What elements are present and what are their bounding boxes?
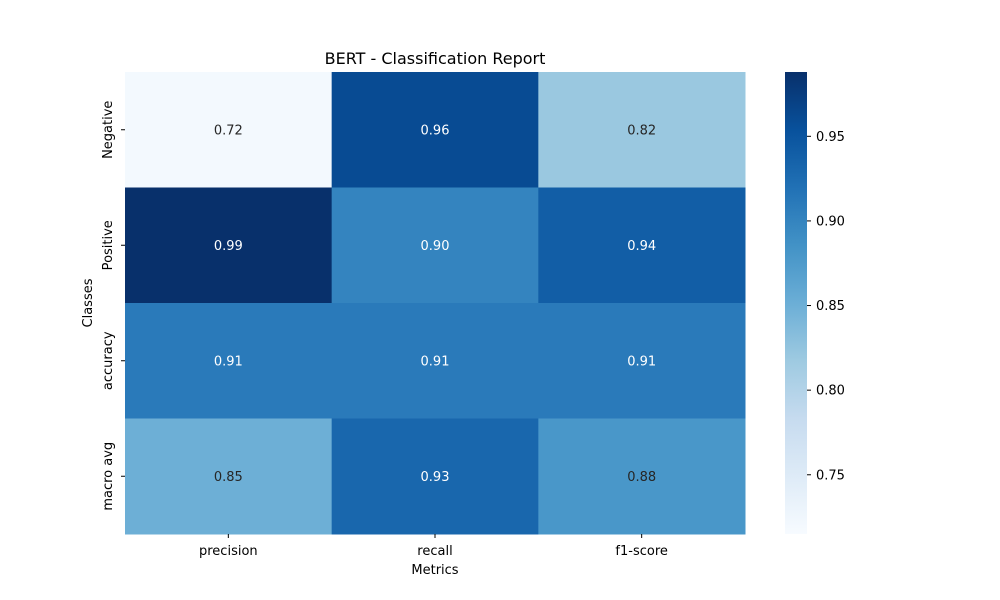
cell-value-label: 0.90 xyxy=(421,239,450,254)
x-tick-label: recall xyxy=(417,544,452,559)
heatmap-cell xyxy=(538,72,746,188)
colorbar-tick-label: 0.85 xyxy=(816,299,845,314)
y-tick-label: macro avg xyxy=(101,442,116,511)
heatmap-cell xyxy=(331,418,539,535)
colorbar-tick-label: 0.80 xyxy=(816,384,845,399)
cell-value-label: 0.94 xyxy=(627,239,656,254)
cell-value-label: 0.88 xyxy=(627,470,656,485)
colorbar-tick-label: 0.95 xyxy=(816,130,845,145)
heatmap-cell xyxy=(538,303,746,419)
heatmap-cell xyxy=(125,72,333,188)
x-axis-label: Metrics xyxy=(411,563,458,578)
cell-value-label: 0.91 xyxy=(421,354,450,369)
colorbar-tick-label: 0.75 xyxy=(816,468,845,483)
heatmap-cell xyxy=(331,303,539,419)
y-axis-ticks: Negative Positive accuracy macro avg xyxy=(101,101,125,511)
heatmap-cell-labels: 0.72 0.96 0.82 0.99 0.90 0.94 0.91 0.91 0.91 0.85… xyxy=(214,123,656,485)
y-axis-label: Classes xyxy=(81,278,96,327)
cell-value-label: 0.96 xyxy=(421,123,450,138)
x-axis-ticks: precision recall f1-score xyxy=(199,534,668,559)
heatmap-cell xyxy=(538,418,746,535)
heatmap-cell xyxy=(125,418,333,535)
x-tick-label: f1-score xyxy=(615,544,667,559)
cell-value-label: 0.99 xyxy=(214,239,243,254)
y-tick-label: Negative xyxy=(101,101,116,159)
y-tick-label: accuracy xyxy=(101,331,116,390)
heatmap-cells xyxy=(125,72,746,535)
cell-value-label: 0.85 xyxy=(214,470,243,485)
heatmap-cell xyxy=(538,187,746,304)
heatmap-cell xyxy=(331,72,539,188)
cell-value-label: 0.72 xyxy=(214,123,243,138)
colorbar-ticks: 0.75 0.80 0.85 0.90 0.95 xyxy=(807,130,845,483)
colorbar xyxy=(785,72,807,534)
x-tick-label: precision xyxy=(199,544,258,559)
y-tick-label: Positive xyxy=(101,220,116,270)
chart-title: BERT - Classification Report xyxy=(325,49,546,68)
colorbar-tick-label: 0.90 xyxy=(816,214,845,229)
cell-value-label: 0.93 xyxy=(421,470,450,485)
heatmap-cell xyxy=(125,303,333,419)
heatmap-cell xyxy=(331,187,539,304)
heatmap-cell xyxy=(125,187,333,304)
cell-value-label: 0.91 xyxy=(627,354,656,369)
cell-value-label: 0.82 xyxy=(627,123,656,138)
cell-value-label: 0.91 xyxy=(214,354,243,369)
